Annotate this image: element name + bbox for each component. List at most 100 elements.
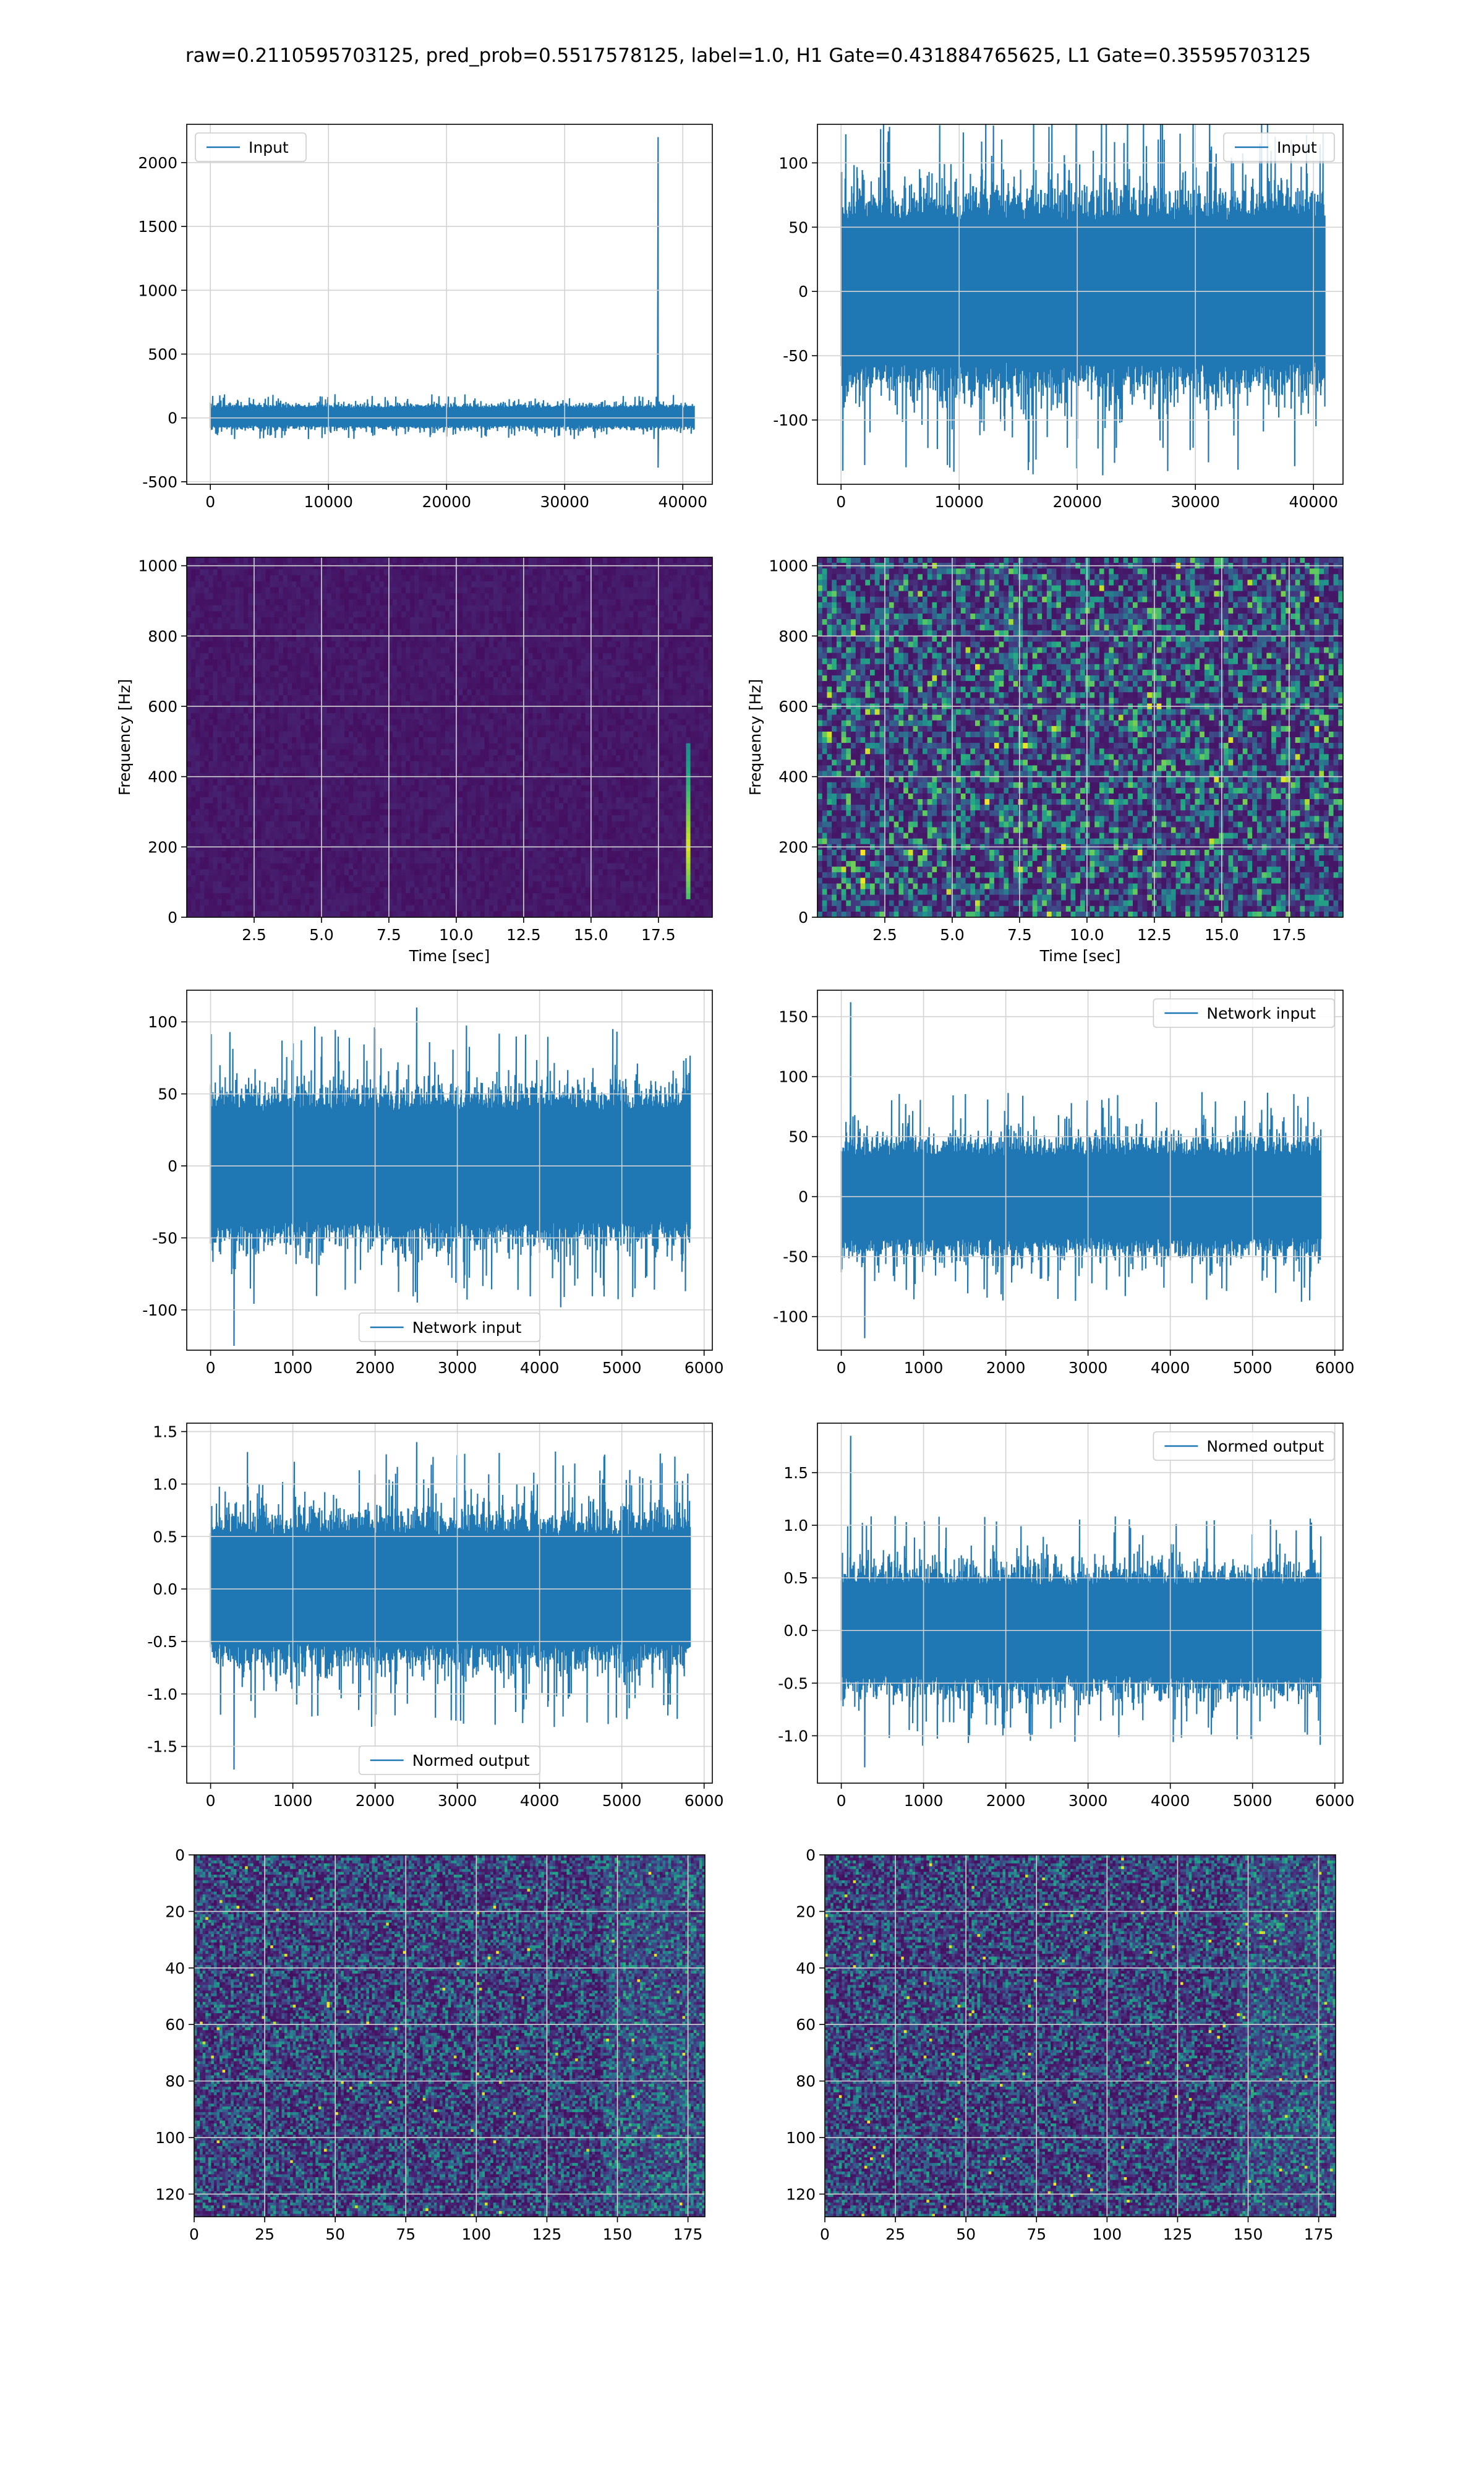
x-axis-label: Time [sec] [1039, 947, 1121, 965]
y-tick-label: 100 [786, 2129, 816, 2147]
legend: Input [195, 133, 306, 161]
y-tick-label: 2000 [138, 154, 177, 172]
y-tick-label: 0 [168, 909, 177, 927]
y-tick-label: 1000 [138, 281, 177, 299]
x-tick-label: 17.5 [641, 926, 676, 944]
plot-area [842, 1436, 1321, 1767]
x-axis: 0 1000 2000 3000 4000 5000 6000 [837, 1783, 1355, 1810]
y-tick-label: 0.5 [783, 1569, 808, 1587]
x-tick-label: 150 [1234, 2225, 1263, 2243]
x-tick-label: 2000 [986, 1359, 1026, 1377]
plot-area [211, 1442, 691, 1770]
x-tick-label: 5000 [602, 1792, 642, 1810]
x-tick-label: 7.5 [1007, 926, 1032, 944]
y-tick-label: -1.0 [778, 1727, 808, 1745]
x-tick-label: 5.0 [309, 926, 334, 944]
y-tick-label: 1000 [769, 557, 808, 575]
x-tick-label: 10000 [934, 493, 984, 511]
subplot-r3c1: 0 1000 2000 3000 4000 5000 6000-100-50050100Ne… [142, 990, 723, 1377]
x-axis: 0 10000 20000 30000 40000 [205, 484, 707, 511]
y-tick-label: 20 [165, 1903, 185, 1920]
grid [187, 124, 712, 484]
x-axis-label: Time [sec] [409, 947, 490, 965]
x-tick-label: 5000 [1233, 1359, 1273, 1377]
legend: Normed output [1153, 1432, 1334, 1460]
y-tick-label: 100 [778, 1068, 808, 1086]
x-tick-label: 175 [673, 2225, 703, 2243]
legend-label: Input [1277, 139, 1317, 156]
x-tick-label: 5000 [602, 1359, 642, 1377]
x-tick-label: 0 [836, 493, 846, 511]
y-tick-label: 1.0 [783, 1517, 808, 1534]
x-tick-label: 2000 [356, 1359, 395, 1377]
x-axis: 0 1000 2000 3000 4000 5000 6000 [206, 1783, 724, 1810]
y-tick-label: 50 [788, 1128, 808, 1146]
x-tick-label: 0 [206, 1359, 216, 1377]
x-tick-label: 0 [820, 2225, 830, 2243]
x-tick-label: 1000 [904, 1792, 944, 1810]
x-tick-label: 1000 [273, 1359, 313, 1377]
x-tick-label: 0 [837, 1359, 846, 1377]
y-tick-label: -0.5 [778, 1674, 808, 1692]
y-tick-label: 20 [796, 1903, 816, 1920]
y-tick-label: 200 [778, 838, 808, 856]
y-tick-label: 400 [778, 768, 808, 786]
heatmap-cells [825, 1855, 1336, 2217]
y-tick-label: 60 [165, 2016, 185, 2034]
y-tick-label: 800 [148, 627, 177, 645]
x-tick-label: 2.5 [242, 926, 267, 944]
y-tick-label: 1.5 [153, 1423, 177, 1441]
x-tick-label: 0 [205, 493, 215, 511]
x-tick-label: 175 [1304, 2225, 1334, 2243]
y-tick-label: 60 [796, 2016, 816, 2034]
plot-area [825, 1855, 1336, 2217]
y-tick-label: 0 [806, 1846, 816, 1864]
x-axis: 2.5 5.0 7.5 10.0 12.5 15.0 17.5 [242, 917, 676, 944]
x-tick-label: 12.5 [506, 926, 541, 944]
x-tick-label: 4000 [520, 1359, 560, 1377]
legend-label: Network input [412, 1319, 522, 1337]
x-tick-label: 75 [1026, 2225, 1046, 2243]
x-tick-label: 7.5 [377, 926, 401, 944]
x-tick-label: 75 [396, 2225, 416, 2243]
x-tick-label: 3000 [1068, 1792, 1108, 1810]
subplot-r4c1: 0 1000 2000 3000 4000 5000 6000-1.5-1.0-0.50.0… [147, 1423, 723, 1810]
x-tick-label: 6000 [1315, 1359, 1355, 1377]
x-tick-label: 4000 [1151, 1359, 1190, 1377]
y-tick-label: -50 [783, 347, 808, 365]
y-tick-label: 50 [158, 1085, 177, 1103]
plot-area [211, 1008, 691, 1346]
x-tick-label: 2000 [356, 1792, 395, 1810]
x-tick-label: 25 [885, 2225, 905, 2243]
x-axis: 0 1000 2000 3000 4000 5000 6000 [206, 1350, 724, 1377]
y-tick-label: 0 [798, 1188, 808, 1206]
y-tick-label: 0 [168, 409, 177, 427]
x-tick-label: 1000 [273, 1792, 313, 1810]
subplot-r4c2: 0 1000 2000 3000 4000 5000 6000-1.0-0.50.00.51… [778, 1423, 1354, 1810]
y-tick-label: 40 [796, 1959, 816, 1977]
x-tick-label: 6000 [1315, 1792, 1355, 1810]
y-tick-label: 1.5 [783, 1464, 808, 1482]
x-tick-label: 0 [206, 1792, 216, 1810]
x-tick-label: 30000 [540, 493, 589, 511]
y-tick-label: 500 [148, 345, 177, 363]
legend-label: Normed output [412, 1752, 530, 1770]
y-tick-label: 100 [155, 2129, 185, 2147]
legend: Network input [359, 1313, 540, 1342]
y-tick-label: 1.0 [153, 1475, 177, 1493]
x-tick-label: 4000 [520, 1792, 560, 1810]
y-tick-label: 120 [786, 2185, 816, 2203]
y-tick-label: 0.0 [153, 1580, 177, 1598]
x-tick-label: 125 [532, 2225, 562, 2243]
legend: Normed output [359, 1746, 540, 1774]
x-axis: 0 1000 2000 3000 4000 5000 6000 [837, 1350, 1355, 1377]
y-tick-label: 40 [165, 1959, 185, 1977]
subplot-r3c2: 0 1000 2000 3000 4000 5000 6000-100-5005010015… [773, 990, 1354, 1377]
x-tick-label: 6000 [684, 1359, 724, 1377]
y-tick-label: 0 [168, 1157, 177, 1175]
